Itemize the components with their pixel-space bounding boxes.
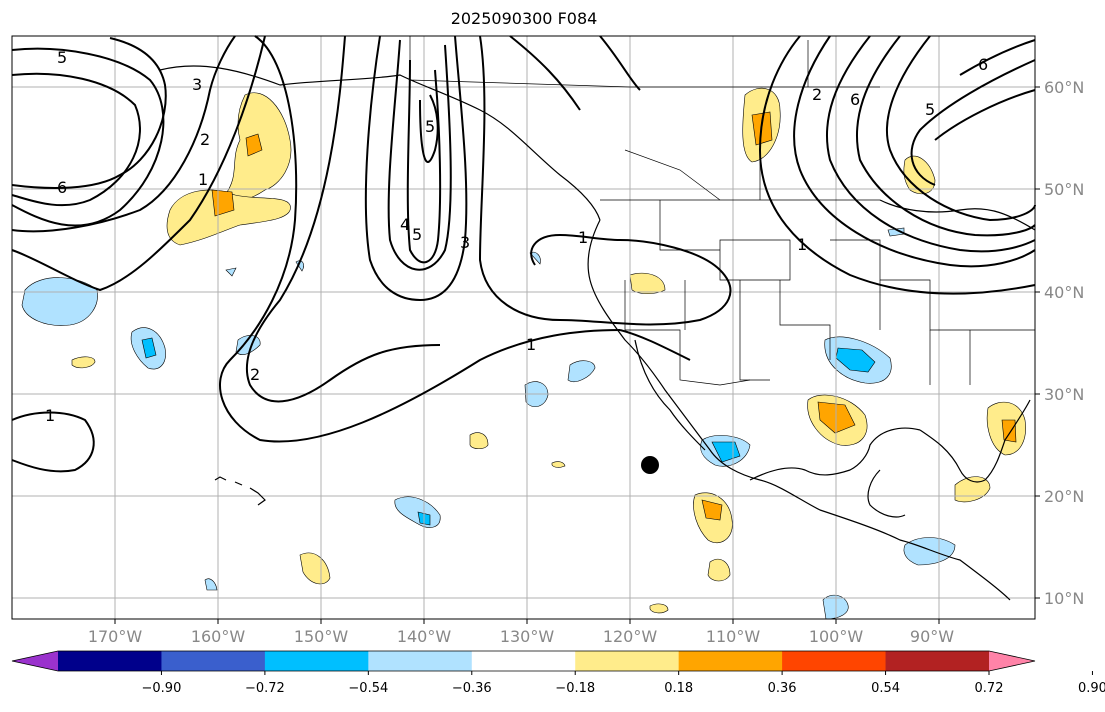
contour-label: 2 bbox=[200, 130, 210, 149]
lon-tick-label: 140°W bbox=[397, 627, 452, 646]
colorbar-tick-label: 0.90 bbox=[1078, 681, 1105, 696]
colorbar-tick-label: −0.36 bbox=[452, 681, 492, 696]
colorbar-segment bbox=[471, 651, 576, 671]
contour-label: 6 bbox=[978, 55, 988, 74]
negative-anomaly-shading bbox=[21, 227, 956, 620]
contour-lines bbox=[11, 35, 1036, 473]
lat-tick-label: 40°N bbox=[1044, 283, 1084, 302]
lat-tick-label: 10°N bbox=[1044, 589, 1084, 608]
colorbar-segment bbox=[678, 651, 783, 671]
contour-label: 1 bbox=[797, 235, 807, 254]
lon-tick-label: 150°W bbox=[294, 627, 349, 646]
lat-tick-label: 50°N bbox=[1044, 180, 1084, 199]
contour-label: 5 bbox=[57, 48, 67, 67]
lon-tick-label: 110°W bbox=[706, 627, 761, 646]
contour-label: 2 bbox=[812, 85, 822, 104]
lat-tick-label: 30°N bbox=[1044, 385, 1084, 404]
lon-tick-label: 170°W bbox=[88, 627, 143, 646]
forecast-point-marker bbox=[641, 456, 659, 474]
colorbar-tick-label: 0.18 bbox=[664, 681, 693, 696]
lon-tick-label: 90°W bbox=[910, 627, 954, 646]
colorbar-tick-label: −0.18 bbox=[555, 681, 595, 696]
contour-label: 5 bbox=[412, 225, 422, 244]
colorbar-extend-min bbox=[12, 651, 58, 671]
colorbar-segment bbox=[368, 651, 473, 671]
colorbar-segment bbox=[782, 651, 887, 671]
colorbar-tick-label: −0.90 bbox=[142, 681, 182, 696]
colorbar-tick-label: 0.36 bbox=[768, 681, 797, 696]
political-borders bbox=[409, 36, 1035, 386]
lon-tick-label: 100°W bbox=[809, 627, 864, 646]
colorbar-tick-label: 0.54 bbox=[871, 681, 900, 696]
contour-label: 6 bbox=[57, 178, 67, 197]
colorbar-extend-max bbox=[989, 651, 1035, 671]
contour-label: 5 bbox=[925, 100, 935, 119]
map-background bbox=[12, 36, 1035, 619]
contour-label: 2 bbox=[250, 365, 260, 384]
contour-label-group: 5 6 3 2 1 5 4 5 3 2 1 1 1 2 6 5 6 1 bbox=[45, 48, 988, 425]
contour-label: 1 bbox=[526, 335, 536, 354]
contour-label: 3 bbox=[192, 75, 202, 94]
axis-ticks bbox=[114, 86, 1040, 624]
lon-tick-label: 130°W bbox=[500, 627, 555, 646]
contour-label: 5 bbox=[425, 117, 435, 136]
contour-label: 1 bbox=[578, 228, 588, 247]
contour-label: 1 bbox=[45, 406, 55, 425]
colorbar-tick-label: −0.54 bbox=[348, 681, 388, 696]
map-title: 2025090300 F084 bbox=[450, 9, 598, 28]
lon-tick-label: 120°W bbox=[603, 627, 658, 646]
colorbar-segment bbox=[885, 651, 990, 671]
colorbar-segment bbox=[58, 651, 162, 671]
contour-label: 3 bbox=[460, 233, 470, 252]
longitude-labels: 170°W 160°W 150°W 140°W 130°W 120°W 110°… bbox=[88, 627, 954, 646]
contour-label: 4 bbox=[400, 215, 410, 234]
colorbar-segment bbox=[161, 651, 266, 671]
graticule bbox=[12, 36, 1035, 619]
lat-tick-label: 20°N bbox=[1044, 487, 1084, 506]
coastlines bbox=[159, 65, 1036, 601]
contour-label: 1 bbox=[198, 170, 208, 189]
colorbar: −0.90 −0.72 −0.54 −0.36 −0.18 0.18 0.36 0.54 0.7… bbox=[11, 650, 1105, 696]
colorbar-segment bbox=[264, 651, 369, 671]
map-frame bbox=[11, 35, 1036, 620]
lon-tick-label: 160°W bbox=[191, 627, 246, 646]
lat-tick-label: 60°N bbox=[1044, 78, 1084, 97]
colorbar-tick-label: −0.72 bbox=[245, 681, 285, 696]
latitude-labels: 60°N 50°N 40°N 30°N 20°N 10°N bbox=[1044, 78, 1084, 608]
colorbar-segment bbox=[575, 651, 680, 671]
contour-label: 6 bbox=[850, 90, 860, 109]
colorbar-tick-label: 0.72 bbox=[975, 681, 1004, 696]
